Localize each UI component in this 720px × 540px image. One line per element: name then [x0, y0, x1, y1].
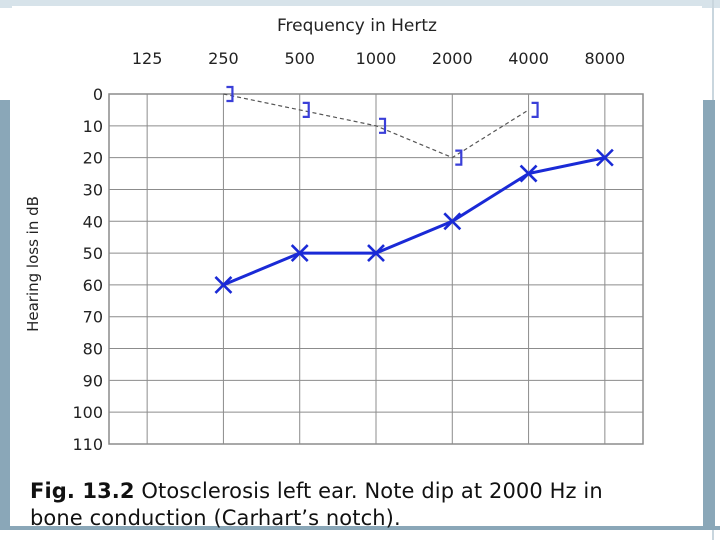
slide-frame-bottom — [0, 526, 720, 530]
y-tick-label: 30 — [83, 180, 103, 199]
y-tick-label: 80 — [83, 340, 103, 359]
caption-fig-label: Fig. 13.2 — [30, 479, 135, 503]
x-marker — [519, 164, 538, 183]
audiogram-figure: 0 10 20 30 40 50 60 70 80 90 100 110 125 250 500 1000 20… — [12, 6, 702, 530]
y-tick-label: 50 — [83, 244, 103, 263]
x-marker — [367, 244, 385, 263]
y-tick-label: 70 — [83, 308, 103, 327]
x-marker-stroke — [367, 244, 385, 263]
x-tick-label: 8000 — [584, 49, 625, 68]
bracket-marker — [226, 85, 234, 103]
x-marker — [595, 148, 614, 167]
bracket-marker — [531, 101, 539, 119]
x-tick-label: 4000 — [508, 49, 549, 68]
audiogram-chart: 0 10 20 30 40 50 60 70 80 90 100 110 125 250 500 1000 20… — [24, 16, 644, 454]
y-tick-label: 0 — [93, 85, 103, 104]
y-tick-label: 110 — [72, 435, 103, 454]
series-layer — [214, 85, 614, 294]
x-marker-stroke — [290, 244, 309, 263]
y-tick-label: 20 — [83, 149, 103, 168]
y-tick-label: 90 — [83, 371, 103, 390]
x-marker-stroke — [214, 275, 233, 294]
bracket-marker — [455, 149, 463, 166]
slide-frame-left — [0, 100, 10, 530]
x-tick-label: 2000 — [432, 49, 473, 68]
x-marker — [290, 244, 309, 263]
slide-frame-top — [0, 0, 720, 8]
x-marker-stroke — [443, 212, 462, 231]
series-bracket-line — [223, 93, 529, 159]
bracket-marker — [379, 117, 387, 134]
caption-text-line1: Otosclerosis left ear. Note dip at 2000 … — [141, 479, 603, 503]
x-tick-label: 500 — [284, 49, 315, 68]
x-marker-stroke — [595, 148, 614, 167]
x-tick-label: 1000 — [356, 49, 397, 68]
x-marker — [214, 275, 233, 294]
grid-layer — [108, 93, 644, 445]
tick-label-layer: 0 10 20 30 40 50 60 70 80 90 100 110 125 250 500 1000 20… — [72, 49, 625, 454]
figure-caption: Fig. 13.2 Otosclerosis left ear. Note di… — [30, 478, 710, 532]
x-axis-label: Frequency in Hertz — [277, 16, 437, 36]
x-marker-stroke — [519, 164, 538, 183]
series-x-line — [222, 156, 606, 287]
y-tick-label: 60 — [83, 276, 103, 295]
y-tick-label: 10 — [83, 117, 103, 136]
slide-frame-right — [703, 100, 715, 530]
caption-text-line2: bone conduction (Carhart’s notch). — [30, 506, 401, 530]
y-tick-label: 40 — [83, 212, 103, 231]
bracket-marker — [302, 101, 310, 119]
y-axis-label: Hearing loss in dB — [24, 196, 42, 332]
y-tick-label: 100 — [72, 403, 103, 422]
x-tick-label: 250 — [208, 49, 239, 68]
x-marker — [443, 212, 462, 231]
x-tick-label: 125 — [132, 49, 163, 68]
